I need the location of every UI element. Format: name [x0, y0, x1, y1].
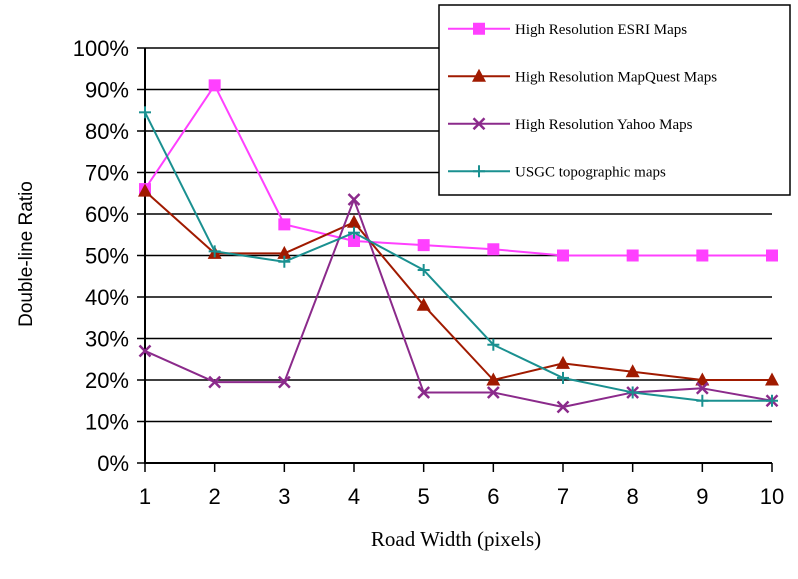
data-point [348, 234, 360, 247]
series-4 [139, 106, 778, 407]
legend-item: High Resolution ESRI Maps [448, 22, 687, 38]
data-point [696, 249, 709, 262]
legend-label: High Resolution Yahoo Maps [515, 117, 693, 133]
data-point [765, 372, 779, 386]
legend-item: High Resolution Yahoo Maps [448, 117, 693, 133]
data-point [766, 249, 778, 262]
series-1 [139, 79, 778, 262]
data-point [487, 243, 500, 256]
data-point [557, 371, 569, 384]
data-point [138, 183, 152, 197]
data-point [208, 375, 222, 389]
x-tick-label: 4 [348, 484, 360, 509]
series-line [144, 198, 773, 408]
legend-marker [473, 165, 485, 178]
data-point [278, 255, 291, 268]
data-point [347, 214, 361, 228]
y-tick-label: 70% [85, 161, 129, 186]
x-tick-label: 10 [760, 484, 784, 509]
data-point [486, 372, 501, 386]
y-axis-label: Double-line Ratio [16, 181, 37, 327]
data-point [277, 245, 292, 259]
y-tick-label: 50% [85, 244, 129, 269]
x-tick-label: 5 [418, 484, 430, 509]
legend: High Resolution ESRI Maps High Resolution… [438, 4, 791, 196]
x-tick-label: 7 [557, 484, 569, 509]
data-point [557, 249, 569, 262]
x-tick-label: 2 [209, 484, 221, 509]
y-tick-label: 30% [85, 327, 129, 352]
data-point [416, 297, 431, 311]
y-tick-label: 40% [85, 285, 129, 310]
y-tick-label: 20% [85, 368, 129, 393]
x-tick-label: 1 [139, 484, 151, 509]
y-tick-label: 10% [85, 410, 129, 435]
data-point [208, 245, 221, 258]
data-point [626, 249, 639, 262]
data-point [139, 106, 151, 119]
data-point [277, 375, 291, 389]
data-point [696, 394, 709, 407]
data-point [556, 400, 570, 414]
data-point [625, 364, 640, 378]
x-tick-label: 9 [696, 484, 708, 509]
data-point [417, 264, 430, 277]
data-point [417, 239, 430, 252]
series-group [138, 79, 779, 414]
legend-marker [472, 68, 486, 82]
data-point [348, 226, 360, 239]
legend-marker [473, 22, 485, 35]
series-3 [138, 193, 779, 414]
series-line [144, 190, 772, 381]
x-axis-label: Road Width (pixels) [371, 527, 541, 551]
legend-box [438, 4, 791, 196]
data-point [556, 355, 570, 369]
data-point [278, 218, 291, 231]
legend-marker [472, 117, 486, 131]
y-tick-label: 90% [85, 78, 129, 103]
y-tick-label: 60% [85, 202, 129, 227]
data-point [695, 381, 709, 395]
x-tick-label: 3 [278, 484, 290, 509]
legend-label: High Resolution MapQuest Maps [515, 69, 717, 85]
legend-item: High Resolution MapQuest Maps [448, 68, 717, 85]
data-point [766, 394, 778, 407]
data-point [695, 372, 710, 386]
data-point [208, 79, 221, 92]
series-2 [138, 183, 779, 386]
data-point [138, 344, 152, 358]
data-point [626, 386, 639, 399]
legend-item: USGC topographic maps [448, 164, 666, 180]
x-tick-labels: 1 2 3 4 5 6 7 8 9 10 [139, 484, 784, 509]
data-point [486, 386, 500, 399]
data-point [487, 338, 500, 351]
series-line [144, 84, 772, 257]
y-tick-label: 100% [73, 36, 129, 61]
data-point [347, 193, 361, 206]
y-tick-label: 0% [97, 451, 129, 476]
y-tick-label: 80% [85, 119, 129, 144]
legend-label: USGC topographic maps [515, 164, 666, 180]
data-point [417, 386, 431, 399]
legend-label: High Resolution ESRI Maps [515, 22, 687, 38]
x-tick-label: 8 [627, 484, 639, 509]
series-line [144, 111, 772, 402]
y-tick-labels: 0% 10% 20% 30% 40% 50% 60% 70% 80% 90% 100% [73, 36, 129, 476]
x-tick-label: 6 [487, 484, 499, 509]
